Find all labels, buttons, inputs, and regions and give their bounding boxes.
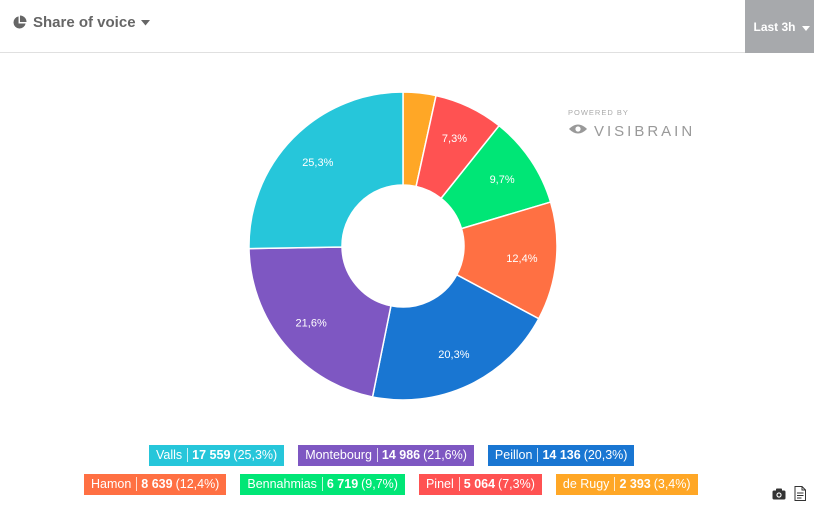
legend-percent: (20,3%) [583,448,628,462]
eye-logo-icon [568,122,588,140]
widget-header: Share of voice Last 3h [0,0,814,53]
legend-item-peillon[interactable]: Peillon 14 136 (20,3%) [487,445,635,466]
slice-label-peillon: 20,3% [438,349,469,361]
legend-percent: (12,4%) [175,477,220,491]
chevron-down-icon [140,19,150,26]
legend-percent: (21,6%) [423,448,467,462]
legend-name: Valls [156,448,189,462]
widget-title: Share of voice [33,14,136,31]
slice-label-montebourg: 21,6% [296,317,327,329]
legend-item-hamon[interactable]: Hamon 8 639 (12,4%) [84,474,227,495]
legend-value: 14 986 [381,448,421,462]
legend-row-2: Hamon 8 639 (12,4%) Bennahmias 6 719 (9,7%) … [84,474,698,495]
slice-peillon[interactable] [371,273,540,401]
chevron-down-icon [801,20,810,34]
legend-percent: (7,3%) [498,477,535,491]
legend-name: Bennahmias [247,477,323,491]
legend-value: 2 393 [619,477,651,491]
slice-valls[interactable] [248,91,404,250]
slice-label-pinel: 7,3% [442,133,467,145]
slice-label-bennahmias: 9,7% [490,174,515,186]
legend-item-de-rugy[interactable]: de Rugy 2 393 (3,4%) [555,474,698,495]
time-range-dropdown[interactable]: Last 3h [745,0,814,53]
brand-name: VISIBRAIN [594,122,696,140]
slice-label-valls: 25,3% [302,157,333,169]
legend-value: 5 064 [463,477,496,491]
legend-name: Pinel [425,477,460,491]
legend-value: 14 136 [542,448,581,462]
legend-name: de Rugy [562,477,616,491]
legend-percent: (25,3%) [233,448,278,462]
widget-title-dropdown[interactable]: Share of voice [12,14,150,31]
powered-by-watermark: POWERED BY VISIBRAIN [568,108,695,140]
slice-montebourg[interactable] [248,246,392,398]
time-range-label: Last 3h [753,19,796,34]
legend-name: Montebourg [305,448,378,462]
legend-item-bennahmias[interactable]: Bennahmias 6 719 (9,7%) [240,474,405,495]
donut-chart: 7,3% 9,7% 12,4% 20,3% 21,6% 25,3% [248,91,558,401]
legend-percent: (3,4%) [653,477,691,491]
chart-tools [772,486,806,506]
legend-item-valls[interactable]: Valls 17 559 (25,3%) [149,445,285,466]
legend-name: Hamon [91,477,138,491]
legend-name: Peillon [494,448,539,462]
legend-item-pinel[interactable]: Pinel 5 064 (7,3%) [418,474,542,495]
export-document-icon[interactable] [794,486,806,506]
pie-chart-icon [12,15,27,30]
legend-value: 6 719 [326,477,359,491]
legend-value: 8 639 [141,477,173,491]
legend-item-montebourg[interactable]: Montebourg 14 986 (21,6%) [298,445,474,466]
camera-icon[interactable] [772,487,786,505]
legend-percent: (9,7%) [361,477,398,491]
legend-value: 17 559 [192,448,231,462]
legend-row-1: Valls 17 559 (25,3%) Montebourg 14 986 (21,6… [149,445,635,466]
slice-label-hamon: 12,4% [506,253,537,265]
powered-by-label: POWERED BY [568,108,629,117]
